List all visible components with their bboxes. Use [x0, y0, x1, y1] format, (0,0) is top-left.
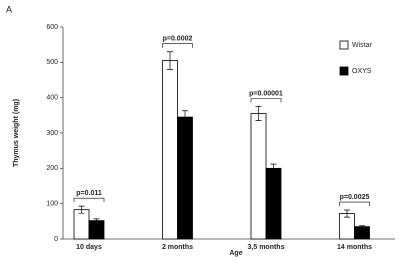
bar: [250, 113, 267, 240]
significance-bracket: [250, 98, 282, 103]
p-value-annotation: p=0.011: [76, 190, 102, 197]
bar: [177, 116, 193, 240]
legend-label: Wistar: [352, 42, 373, 49]
error-bar: [167, 51, 173, 70]
bar: [162, 60, 178, 240]
x-tick-label: 14 months: [337, 244, 372, 251]
error-bar: [255, 106, 262, 121]
p-value-annotation: p=0.00001: [249, 90, 283, 97]
x-tick-label: 10 days: [76, 244, 102, 251]
error-bar: [359, 225, 365, 229]
y-tick-label: 400: [46, 95, 58, 102]
bar: [73, 209, 90, 240]
y-axis-label: Thymus weight (mg): [13, 99, 20, 167]
panel-label: A: [6, 4, 12, 14]
y-tick-label: 200: [46, 165, 58, 172]
legend-swatch: [339, 66, 349, 76]
x-tick-label: 3,5 months: [248, 244, 285, 251]
y-tick-label: 300: [46, 130, 58, 137]
error-bar: [270, 163, 277, 173]
error-bar: [78, 205, 85, 214]
legend-label: OXYS: [352, 68, 372, 75]
bar: [265, 167, 282, 240]
y-tick-label: 500: [46, 59, 58, 66]
error-bar: [93, 218, 100, 223]
bar: [354, 226, 370, 240]
legend-swatch: [339, 40, 349, 50]
y-tick-label: 0: [54, 236, 58, 243]
significance-bracket: [162, 43, 193, 48]
error-bar: [344, 209, 350, 218]
y-tick-label: 100: [46, 201, 58, 208]
y-tick-label: 600: [46, 24, 58, 31]
bar: [88, 220, 105, 240]
x-tick-label: 2 months: [162, 244, 193, 251]
error-bar: [182, 110, 188, 124]
x-axis-label: Age: [229, 250, 242, 257]
p-value-annotation: p=0.0025: [340, 194, 370, 201]
p-value-annotation: p=0.0002: [163, 36, 193, 43]
significance-bracket: [339, 201, 370, 207]
significance-bracket: [73, 197, 105, 203]
